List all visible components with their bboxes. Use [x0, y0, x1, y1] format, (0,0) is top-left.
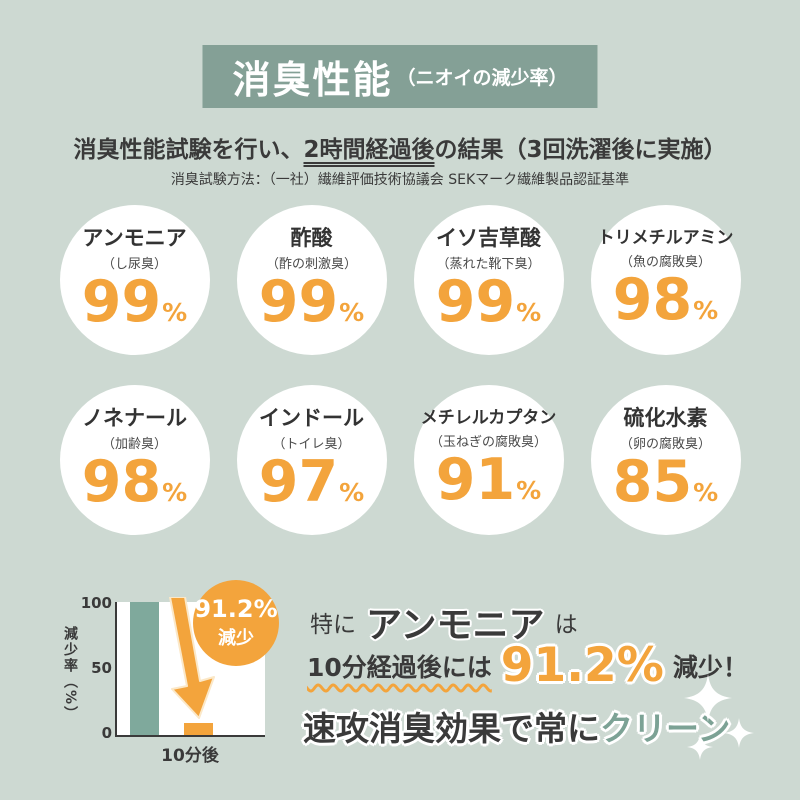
odor-unit: %	[339, 478, 365, 508]
bar-after-10min	[184, 723, 213, 735]
odor-circle-hydrogen-sulfide: 硫化水素 （卵の腐敗臭） 85 %	[590, 385, 741, 535]
y-tick-100: 100	[80, 594, 112, 612]
odor-name: インドール	[259, 406, 364, 431]
odor-sub: （魚の腐敗臭）	[619, 254, 711, 270]
odor-value-row: 98 %	[612, 266, 719, 333]
odor-name: イソ吉草酸	[436, 226, 541, 251]
odor-sub: （加齢臭）	[101, 437, 167, 453]
test-method-note: 消臭試験方法：（一社）繊維評価技術協議会 SEKマーク繊維製品認証基準	[170, 172, 630, 188]
sparkle-icon	[687, 734, 713, 760]
odor-circle-trimethylamine: トリメチルアミン （魚の腐敗臭） 98 %	[590, 205, 741, 355]
odor-value: 91	[435, 446, 516, 513]
callout2-value: 91.2%	[500, 638, 664, 693]
chart-x-axis-label: 10分後	[161, 746, 219, 766]
odor-unit: %	[693, 478, 719, 508]
callout2-post: 減少！	[672, 652, 748, 682]
odor-unit: %	[516, 475, 542, 505]
odor-name: メチレルカプタン	[420, 408, 557, 429]
odor-unit: %	[162, 478, 188, 508]
odor-name: 硫化水素	[623, 406, 708, 431]
odor-sub: （酢の刺激臭）	[265, 257, 357, 273]
chart-y-ticks: 100 50 0	[80, 594, 112, 742]
odor-sub: （玉ねぎの腐敗臭）	[429, 434, 547, 450]
odor-circle-methyl-mercaptan: メチレルカプタン （玉ねぎの腐敗臭） 91 %	[413, 385, 564, 535]
odor-value: 98	[81, 449, 162, 516]
odor-circle-row-2: ノネナール （加齢臭） 98 % インドール （トイレ臭） 97 % メチレルカ…	[0, 385, 800, 535]
odor-name: アンモニア	[82, 226, 187, 251]
odor-value: 99	[435, 269, 516, 336]
odor-sub: （し尿臭）	[101, 257, 167, 273]
result-pre: 消臭性能試験を行い、	[73, 137, 304, 163]
odor-unit: %	[693, 295, 719, 325]
page-title-suffix: （ニオイの減少率）	[396, 67, 568, 89]
odor-value: 98	[612, 266, 693, 333]
callout-line-2: 10分経過後には 91.2% 減少！	[307, 642, 748, 689]
callout2-pre: 10分経過後には	[307, 652, 492, 682]
callout3-pre: 速攻消臭効果で常に	[303, 709, 600, 748]
arrow-down-icon	[169, 597, 215, 719]
odor-name: ノネナール	[82, 406, 187, 431]
sparkle-icon	[724, 718, 754, 748]
odor-value: 97	[258, 449, 339, 516]
odor-circle-indole: インドール （トイレ臭） 97 %	[236, 385, 387, 535]
reduction-badge-label: 減少	[218, 627, 254, 649]
odor-unit: %	[516, 298, 542, 328]
callout-line-3: 速攻消臭効果で常にクリーン	[303, 702, 730, 750]
chart-y-axis-label: 減少率（%）	[62, 626, 78, 723]
odor-circle-nonenal: ノネナール （加齢臭） 98 %	[59, 385, 210, 535]
odor-sub: （トイレ臭）	[272, 437, 351, 453]
y-tick-50: 50	[91, 659, 112, 677]
odor-value-row: 99 %	[435, 269, 542, 336]
bar-before	[130, 602, 159, 735]
odor-value-row: 97 %	[258, 449, 365, 516]
reduction-badge: 91.2% 減少	[193, 580, 279, 666]
odor-circle-row-1: アンモニア （し尿臭） 99 % 酢酸 （酢の刺激臭） 99 % イソ吉草酸 （…	[0, 205, 800, 355]
odor-value: 85	[612, 449, 693, 516]
odor-value-row: 98 %	[81, 449, 188, 516]
odor-name: 酢酸	[290, 226, 333, 251]
callout1-emphasis: アンモニア	[366, 605, 545, 646]
callout1-pre: 特に	[310, 612, 356, 638]
odor-circle-acetic-acid: 酢酸 （酢の刺激臭） 99 %	[236, 205, 387, 355]
odor-unit: %	[339, 298, 365, 328]
odor-value: 99	[258, 269, 339, 336]
odor-value-row: 85 %	[612, 449, 719, 516]
odor-value-row: 99 %	[258, 269, 365, 336]
callout1-post: は	[554, 612, 578, 638]
result-post: の結果（3回洗濯後に実施）	[434, 137, 727, 163]
odor-name: トリメチルアミン	[597, 228, 734, 249]
result-underlined: 2時間経過後	[303, 137, 435, 163]
odor-sub: （卵の腐敗臭）	[619, 437, 711, 453]
odor-circle-isovaleric-acid: イソ吉草酸 （蒸れた靴下臭） 99 %	[413, 205, 564, 355]
odor-value: 99	[81, 269, 162, 336]
reduction-badge-value: 91.2%	[194, 595, 278, 624]
odor-value-row: 91 %	[435, 446, 542, 513]
odor-circle-ammonia: アンモニア （し尿臭） 99 %	[59, 205, 210, 355]
test-result-line: 消臭性能試験を行い、2時間経過後の結果（3回洗濯後に実施）	[0, 130, 800, 164]
odor-sub: （蒸れた靴下臭）	[436, 257, 541, 273]
sparkle-icon	[684, 674, 732, 722]
page-title: 消臭性能	[232, 58, 393, 102]
callout-line-1: 特に アンモニア は	[310, 596, 578, 648]
header-band: 消臭性能 （ニオイの減少率）	[202, 45, 598, 108]
odor-value-row: 99 %	[81, 269, 188, 336]
odor-unit: %	[162, 298, 188, 328]
y-tick-0: 0	[101, 724, 112, 742]
